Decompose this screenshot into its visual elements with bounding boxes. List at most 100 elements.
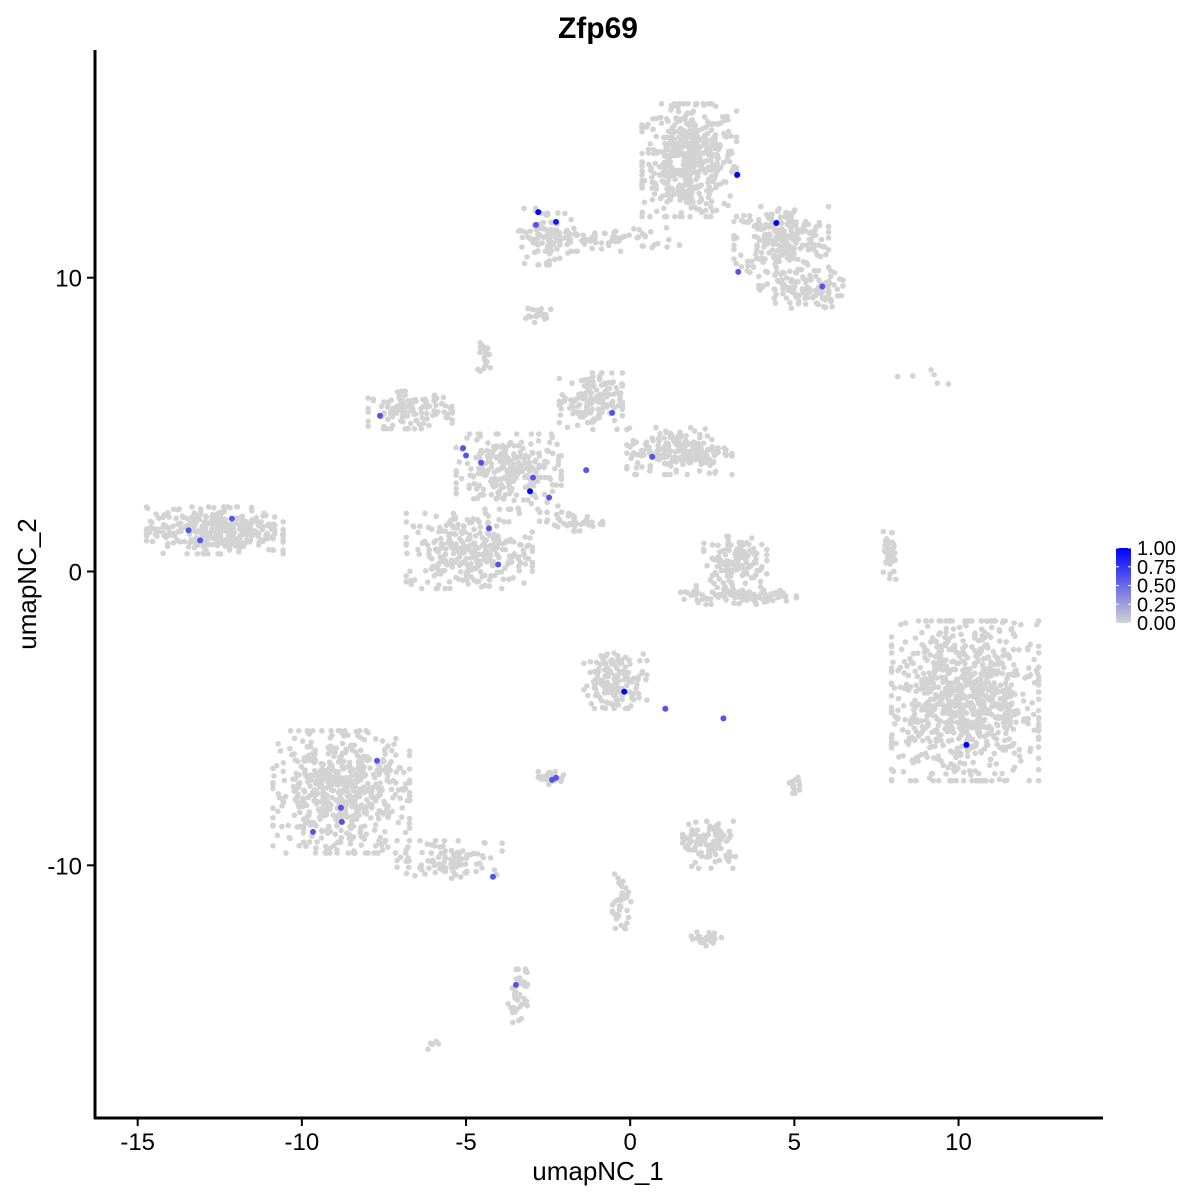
cell-point bbox=[1010, 767, 1016, 773]
cell-point bbox=[676, 182, 683, 188]
cell-point bbox=[357, 829, 364, 836]
cell-point bbox=[922, 706, 929, 713]
cell-point bbox=[791, 207, 798, 213]
cell-point bbox=[949, 737, 955, 743]
cell-point bbox=[408, 581, 415, 588]
cell-point bbox=[888, 634, 895, 640]
cell-point bbox=[1025, 720, 1031, 727]
cell-point bbox=[343, 787, 350, 794]
cell-point bbox=[707, 462, 713, 469]
cell-point bbox=[487, 552, 494, 559]
cell-point bbox=[391, 741, 397, 747]
cell-point bbox=[792, 222, 799, 229]
cell-point bbox=[796, 787, 803, 793]
cell-point bbox=[408, 407, 415, 414]
cell-point bbox=[988, 624, 995, 631]
cell-point bbox=[488, 476, 495, 482]
cell-point bbox=[704, 446, 711, 453]
cell-point bbox=[347, 796, 353, 802]
cell-point bbox=[813, 288, 819, 294]
cell-point bbox=[608, 370, 615, 376]
x-tick-label: 0 bbox=[624, 1129, 637, 1156]
cell-point bbox=[471, 577, 477, 584]
cell-point bbox=[325, 778, 332, 785]
cell-point bbox=[672, 213, 678, 220]
cell-point bbox=[438, 400, 445, 407]
cell-point bbox=[686, 122, 693, 129]
cell-point bbox=[744, 592, 751, 599]
cell-point bbox=[932, 713, 939, 720]
cell-point bbox=[574, 403, 581, 410]
cell-point bbox=[943, 618, 950, 624]
cell-point bbox=[581, 236, 588, 243]
cell-point bbox=[1029, 700, 1036, 706]
cell-point bbox=[734, 546, 740, 552]
x-tick-label: -10 bbox=[285, 1129, 320, 1156]
cell-point bbox=[891, 555, 897, 562]
cell-point bbox=[529, 548, 536, 555]
cell-point bbox=[464, 516, 471, 523]
cell-point bbox=[280, 760, 287, 766]
cell-point bbox=[629, 696, 636, 702]
cell-point bbox=[491, 867, 498, 873]
cell-point bbox=[700, 100, 707, 107]
cell-point bbox=[728, 560, 735, 567]
cell-point bbox=[624, 442, 630, 448]
cell-point bbox=[671, 439, 678, 445]
cell-point bbox=[160, 529, 167, 536]
cell-point bbox=[663, 450, 670, 457]
cell-point bbox=[248, 533, 255, 539]
cell-point bbox=[639, 172, 645, 178]
cell-point bbox=[722, 567, 729, 574]
cell-point bbox=[578, 377, 585, 384]
cell-point bbox=[665, 128, 672, 135]
cell-point bbox=[524, 254, 530, 260]
cell-point bbox=[910, 651, 917, 657]
cell-point bbox=[562, 210, 568, 217]
cell-point bbox=[750, 593, 757, 599]
cell-point bbox=[261, 510, 267, 516]
cell-point bbox=[170, 506, 177, 513]
cell-point bbox=[280, 547, 286, 554]
cell-point bbox=[823, 251, 829, 258]
cell-point bbox=[709, 588, 716, 595]
cell-point bbox=[588, 701, 595, 707]
cell-point bbox=[521, 978, 527, 985]
cell-point bbox=[732, 853, 739, 860]
cell-point bbox=[793, 294, 799, 300]
expressing-cell-point bbox=[338, 818, 345, 825]
cell-point bbox=[625, 669, 632, 676]
cell-point bbox=[714, 584, 720, 591]
cell-point bbox=[693, 582, 700, 589]
cell-point bbox=[1000, 653, 1006, 659]
cell-point bbox=[607, 669, 614, 675]
cell-point bbox=[953, 754, 959, 761]
cell-point bbox=[546, 439, 553, 446]
cell-point bbox=[888, 777, 895, 784]
cell-point bbox=[235, 543, 242, 549]
cell-point bbox=[940, 661, 946, 667]
cell-point bbox=[363, 797, 370, 803]
cell-point bbox=[746, 212, 753, 219]
cell-point bbox=[315, 771, 321, 778]
cell-point bbox=[361, 764, 367, 770]
cell-point bbox=[683, 199, 690, 205]
cell-point bbox=[795, 300, 802, 307]
cell-point bbox=[728, 573, 734, 579]
cell-point bbox=[949, 690, 955, 696]
cell-point bbox=[970, 693, 976, 700]
cell-point bbox=[406, 797, 413, 803]
cell-point bbox=[365, 787, 371, 793]
cell-point bbox=[1024, 705, 1031, 712]
cell-point bbox=[616, 880, 622, 886]
cell-point bbox=[555, 457, 562, 464]
cell-point bbox=[666, 196, 673, 203]
cell-point bbox=[707, 167, 714, 173]
cell-point bbox=[682, 167, 689, 173]
cell-point bbox=[712, 858, 719, 865]
cell-point bbox=[367, 765, 373, 771]
cell-point bbox=[424, 416, 430, 422]
cell-point bbox=[960, 769, 967, 776]
cell-point bbox=[584, 683, 590, 689]
cell-point bbox=[953, 712, 960, 718]
